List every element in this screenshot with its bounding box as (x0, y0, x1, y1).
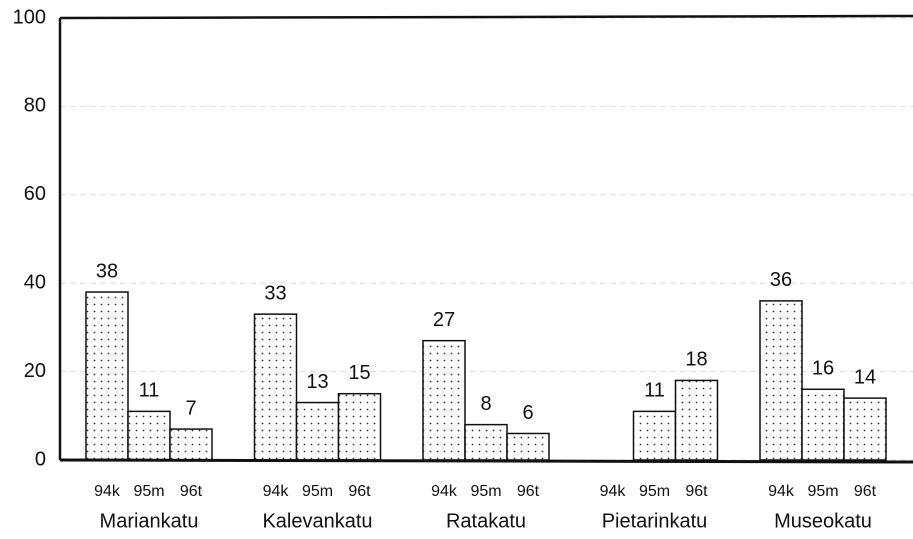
bar (759, 300, 803, 461)
series-label: 94k (600, 483, 627, 500)
bar (843, 397, 887, 461)
data-label: 18 (685, 349, 707, 371)
y-tick-label: 20 (24, 360, 46, 382)
bar (253, 313, 298, 461)
bar (169, 428, 213, 461)
bar (801, 388, 845, 461)
y-tick-label: 100 (13, 6, 46, 28)
series-label: 96t (854, 483, 877, 500)
series-label: 94k (263, 483, 290, 500)
axis-line (59, 14, 913, 20)
series-label: 95m (302, 483, 333, 500)
series-label: 95m (639, 483, 670, 500)
x-tick-label: Pietarinkatu (602, 510, 708, 532)
data-label: 14 (854, 366, 876, 388)
data-label: 27 (433, 309, 455, 331)
y-tick-label: 60 (24, 183, 46, 205)
x-tick-label: Museokatu (774, 510, 872, 532)
series-label: 94k (94, 483, 121, 500)
data-label: 38 (96, 260, 118, 282)
data-label: 11 (644, 380, 665, 402)
series-label: 94k (768, 483, 795, 500)
x-tick-label: Kalevankatu (262, 510, 372, 532)
series-label: 96t (517, 483, 540, 500)
bar (674, 379, 719, 461)
bar (295, 401, 340, 461)
axis-line (59, 458, 913, 464)
y-tick-label: 40 (24, 271, 46, 293)
series-label: 95m (133, 483, 164, 500)
series-label: 96t (685, 483, 708, 500)
bar (464, 423, 508, 461)
bar (506, 432, 550, 461)
data-label: 33 (264, 282, 286, 304)
data-label: 7 (185, 397, 196, 419)
bar (85, 291, 129, 461)
data-label: 8 (480, 393, 491, 415)
bar (127, 410, 171, 461)
data-label: 36 (770, 269, 792, 291)
series-label: 95m (470, 483, 501, 500)
data-label: 6 (522, 402, 533, 424)
data-label: 15 (348, 362, 370, 384)
x-tick-label: Ratakatu (446, 510, 526, 532)
bar (422, 339, 466, 461)
series-label: 95m (807, 483, 838, 500)
series-label: 94k (431, 483, 458, 500)
data-label: 13 (306, 371, 328, 393)
series-label: 96t (348, 483, 371, 500)
y-tick-label: 0 (35, 448, 46, 470)
bar (632, 410, 677, 461)
x-tick-label: Mariankatu (100, 510, 199, 532)
bar (337, 392, 382, 461)
data-label: 16 (812, 358, 834, 380)
data-label: 11 (139, 380, 160, 402)
y-tick-label: 80 (24, 95, 46, 117)
series-label: 96t (180, 483, 203, 500)
